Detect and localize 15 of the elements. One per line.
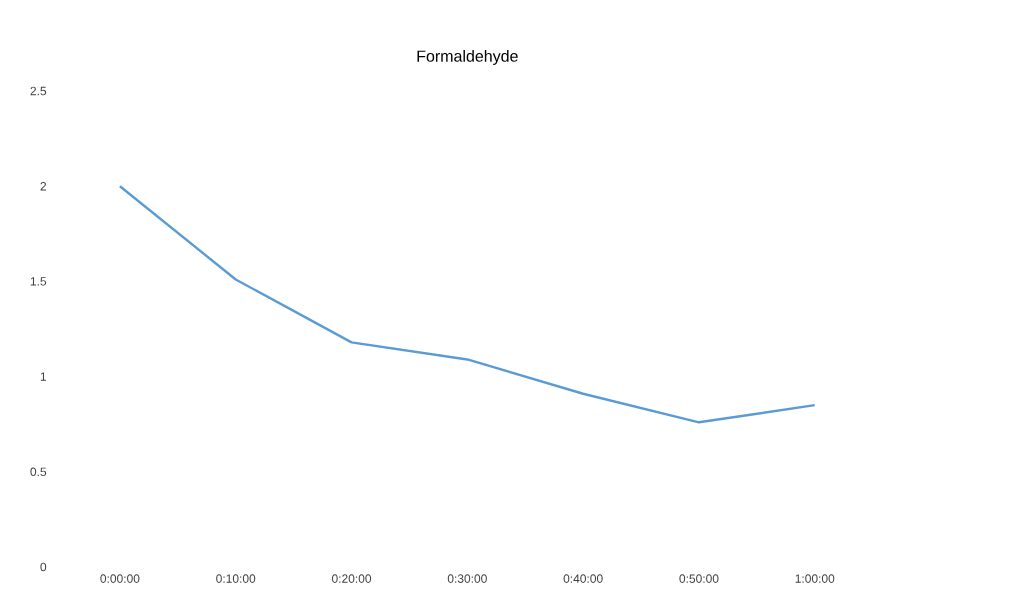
y-tick-label: 2.5 <box>30 86 47 96</box>
x-tick-label: 1:00:00 <box>795 574 835 583</box>
y-tick-label: 0 <box>40 562 47 572</box>
y-tick-label: 1 <box>40 372 47 381</box>
x-tick-label: 0:50:00 <box>679 574 719 583</box>
x-tick-label: 0:20:00 <box>331 574 372 583</box>
x-tick-label: 0:00:00 <box>100 574 140 583</box>
x-tick-label: 0:10:00 <box>216 574 256 583</box>
chart-title: Formaldehyde <box>417 50 518 65</box>
y-tick-label: 2 <box>40 182 47 191</box>
y-tick-label: 0.5 <box>30 467 47 477</box>
x-tick-label: 0:40:00 <box>563 574 603 583</box>
y-tick-label: 1.5 <box>30 277 47 286</box>
line-series <box>118 185 816 424</box>
x-tick-label: 0:30:00 <box>447 574 487 583</box>
